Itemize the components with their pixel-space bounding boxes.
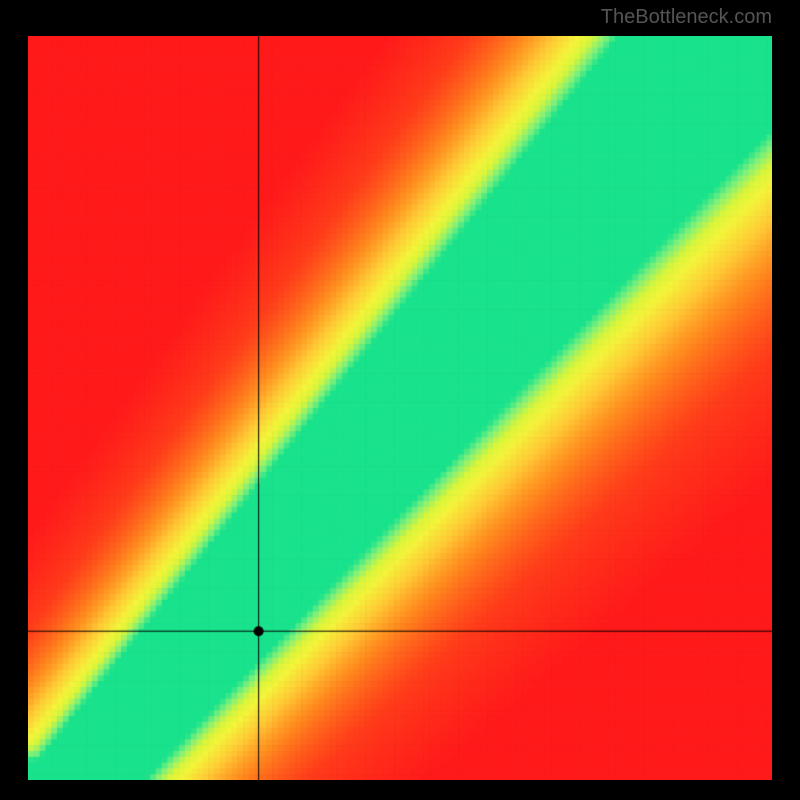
chart-container: TheBottleneck.com: [0, 0, 800, 800]
watermark-text: TheBottleneck.com: [601, 6, 772, 29]
bottleneck-heatmap: [28, 36, 772, 780]
plot-area: [28, 36, 772, 780]
